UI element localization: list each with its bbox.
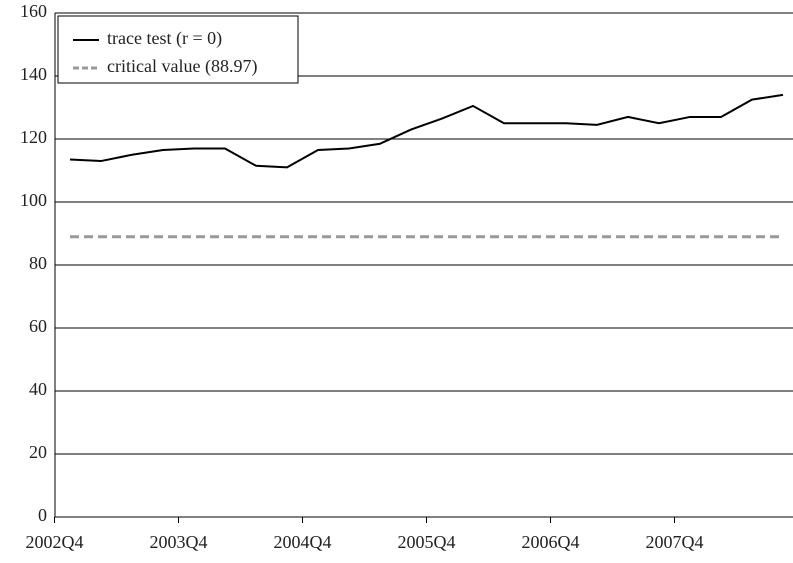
x-tick-label: 2004Q4 (274, 532, 332, 552)
y-tick-label: 120 (20, 127, 47, 147)
y-tick-label: 80 (29, 253, 47, 273)
y-tick-label: 100 (20, 190, 47, 210)
x-tick-label: 2007Q4 (646, 532, 704, 552)
line-series (69, 93, 784, 169)
x-tick-label: 2003Q4 (150, 532, 208, 552)
y-tick-label: 0 (38, 505, 47, 525)
y-tick-label: 40 (29, 379, 47, 399)
y-tick-label: 160 (20, 1, 47, 21)
x-tick-label: 2002Q4 (26, 532, 84, 552)
y-tick-label: 140 (20, 64, 47, 84)
legend-label: trace test (r = 0) (107, 28, 222, 49)
legend-box (57, 15, 299, 84)
x-tick-label: 2005Q4 (398, 532, 456, 552)
y-tick-label: 60 (29, 316, 47, 336)
legend-label: critical value (88.97) (107, 56, 257, 77)
y-tick-label: 20 (29, 442, 47, 462)
x-tick-label: 2006Q4 (522, 532, 580, 552)
